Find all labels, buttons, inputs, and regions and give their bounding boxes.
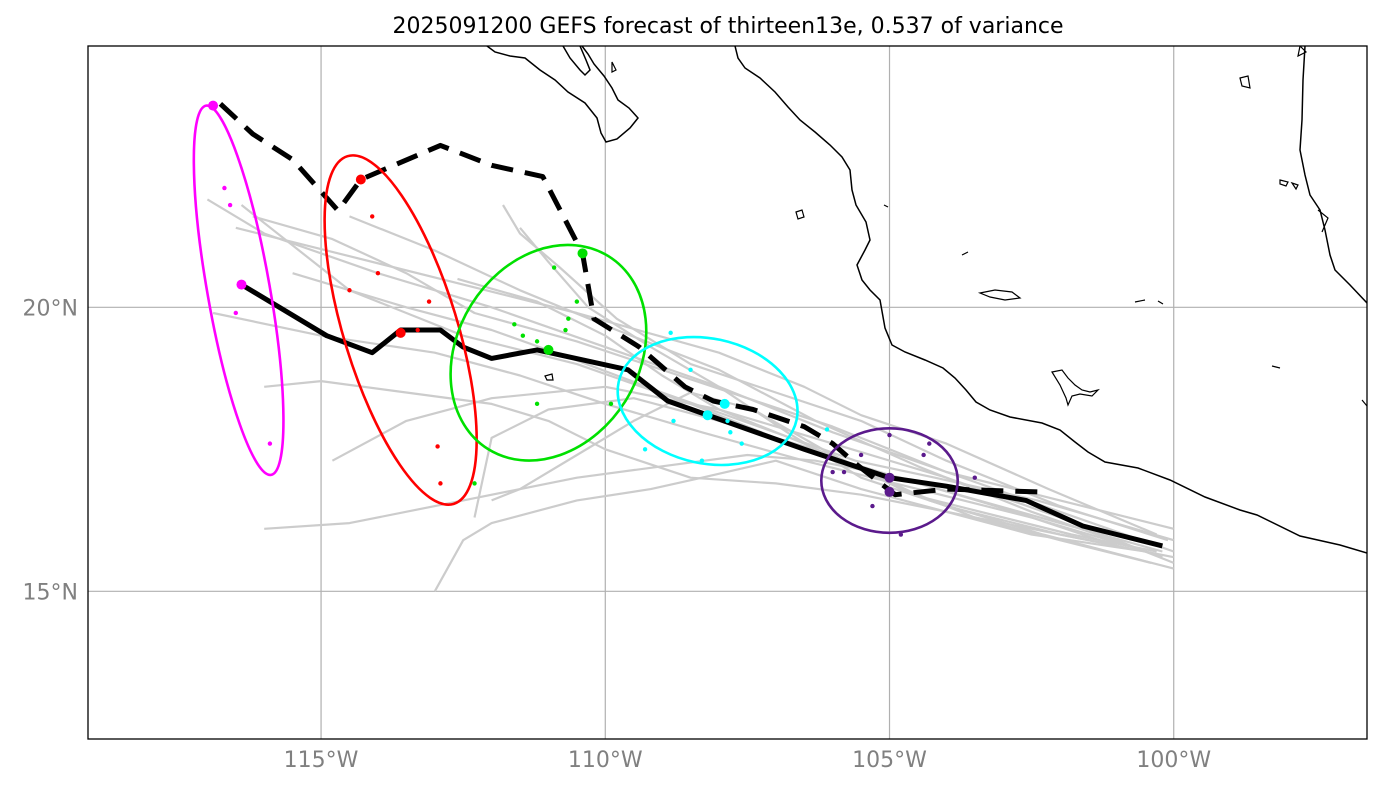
member-point	[435, 444, 440, 449]
member-point	[887, 432, 892, 438]
member-point	[534, 339, 540, 344]
ensemble-track	[212, 311, 1129, 547]
member-point	[574, 299, 580, 304]
cluster-ellipse	[323, 154, 478, 506]
islas-marias	[1051, 369, 1100, 407]
baja-peninsula-coastline	[486, 46, 639, 143]
plot-frame	[87, 45, 1368, 740]
member-point	[824, 427, 830, 432]
axis-ticks: 115°W 110°W 105°W 100°W 20°N 15°N	[23, 296, 1212, 773]
member-point	[267, 441, 273, 446]
member-point	[728, 430, 733, 435]
member-point	[551, 265, 557, 270]
member-point	[668, 330, 673, 336]
lon-tick-label: 100°W	[1136, 748, 1211, 773]
alt-track-layer	[211, 95, 1038, 498]
member-point	[222, 185, 227, 191]
cluster-2	[323, 154, 478, 506]
member-point	[534, 401, 540, 407]
member-point	[566, 316, 571, 321]
mexico-coastline	[734, 46, 1367, 554]
cluster-center-point	[395, 327, 406, 338]
cluster-ellipse	[192, 104, 285, 477]
cluster-3	[449, 243, 648, 486]
member-point	[426, 299, 432, 304]
cluster-5	[819, 426, 977, 537]
gridlines	[88, 46, 1367, 739]
member-point	[642, 447, 648, 452]
cluster-4	[616, 330, 830, 467]
member-point	[830, 469, 835, 475]
member-point	[512, 322, 517, 327]
coastal-islands	[544, 61, 1367, 407]
gulf-coastline	[1299, 46, 1367, 304]
member-point	[415, 327, 420, 333]
ensemble-track	[264, 380, 1118, 547]
cluster-center-point	[702, 410, 713, 421]
member-point	[563, 327, 568, 333]
ensemble-track	[292, 272, 1175, 542]
cluster-center-point	[577, 248, 588, 259]
member-point	[438, 481, 443, 486]
member-point	[375, 271, 381, 276]
cluster-center-point	[355, 174, 366, 185]
member-point	[520, 333, 526, 338]
member-point	[699, 458, 705, 463]
member-point	[739, 441, 744, 446]
cluster-ellipse	[616, 335, 799, 467]
member-point	[671, 418, 676, 424]
cluster-center-point	[719, 398, 730, 409]
ensemble-track	[235, 226, 1158, 536]
member-point	[370, 214, 375, 219]
member-point	[898, 532, 904, 537]
member-point	[233, 310, 238, 316]
member-point	[972, 475, 977, 480]
plot-area	[88, 46, 1367, 739]
cluster-ellipse	[819, 426, 960, 535]
member-point	[841, 469, 847, 475]
lon-tick-label: 105°W	[852, 748, 927, 773]
ensemble-track	[264, 453, 1118, 547]
lon-tick-label: 110°W	[568, 748, 643, 773]
cluster-ellipse	[449, 243, 648, 462]
cluster-center-point	[884, 486, 895, 497]
member-point	[725, 418, 730, 424]
member-point	[227, 202, 233, 208]
alt-track	[211, 95, 1038, 498]
cluster-center-point	[884, 472, 895, 483]
figure-title: 2025091200 GEFS forecast of thirteen13e,…	[392, 14, 1063, 39]
mean-track-layer	[240, 282, 1164, 549]
member-point	[921, 452, 926, 458]
member-point	[688, 367, 693, 372]
mean-track	[240, 282, 1164, 549]
baja-inner-coastline	[562, 46, 591, 77]
cluster-layer	[192, 100, 977, 537]
lat-tick-label: 15°N	[23, 580, 78, 605]
cluster-center-point	[208, 100, 219, 111]
lat-tick-label: 20°N	[23, 296, 78, 321]
gulf-islands	[1239, 46, 1329, 233]
member-point	[608, 401, 614, 407]
cluster-center-point	[236, 279, 247, 290]
member-point	[870, 503, 875, 509]
coastlines	[486, 46, 1367, 554]
member-point	[347, 288, 352, 293]
lon-tick-label: 115°W	[284, 748, 359, 773]
ensemble-tracks	[206, 198, 1175, 592]
member-point	[472, 481, 477, 486]
member-point	[858, 452, 864, 458]
ensemble-track	[491, 391, 1157, 553]
member-point	[927, 441, 932, 446]
cluster-center-point	[543, 344, 554, 355]
cluster-1	[192, 100, 285, 477]
